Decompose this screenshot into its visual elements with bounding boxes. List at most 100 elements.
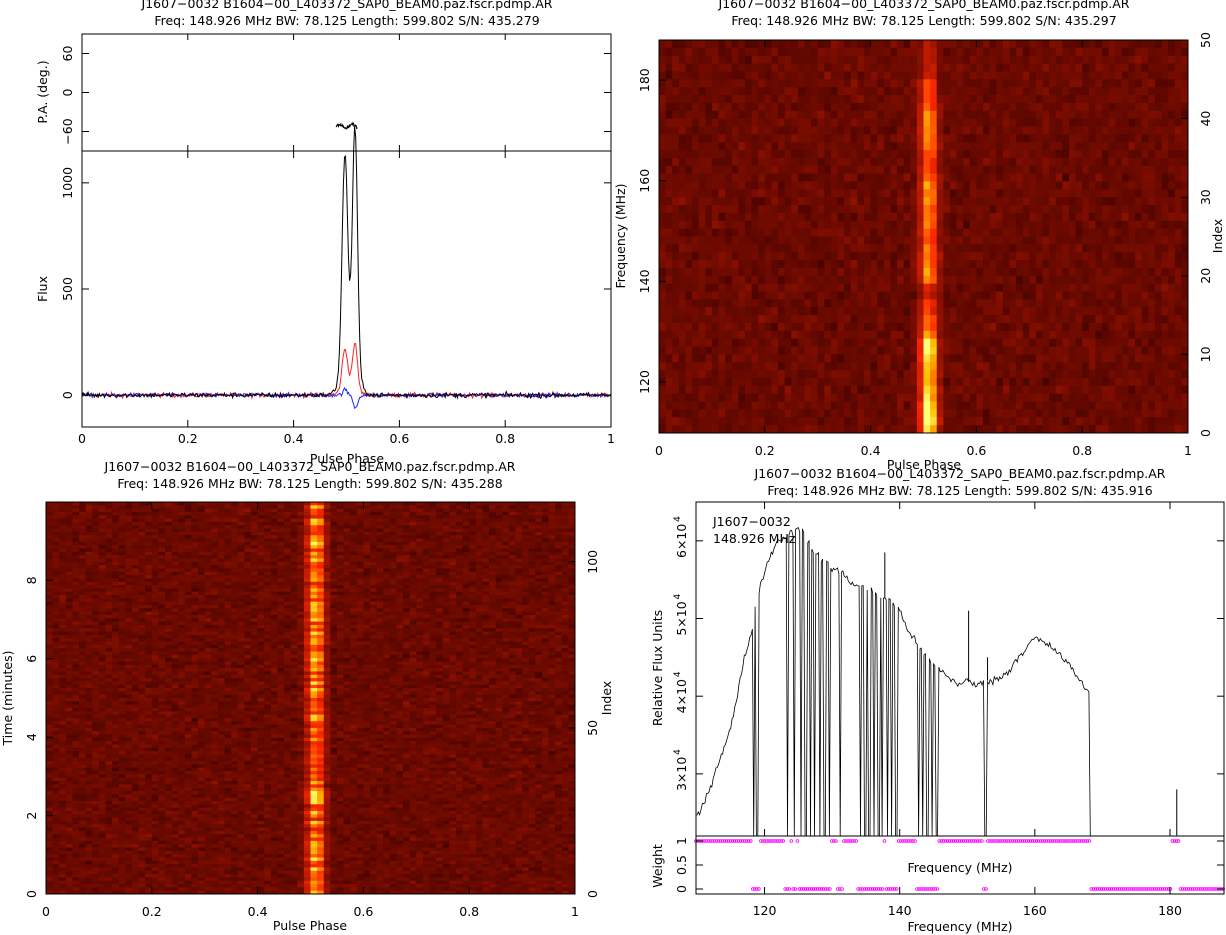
freq-phase-cell [1036, 134, 1043, 142]
freq-phase-cell [824, 299, 831, 307]
freq-phase-cell [1181, 103, 1188, 111]
freq-phase-cell [910, 40, 917, 48]
freq-phase-cell [877, 354, 884, 362]
freq-phase-cell [924, 197, 931, 205]
freq-phase-cell [818, 158, 825, 166]
time-phase-cell [390, 512, 397, 516]
freq-phase-cell [884, 315, 891, 323]
freq-phase-cell [791, 354, 798, 362]
freq-phase-cell [1009, 260, 1016, 268]
freq-phase-cell [983, 378, 990, 386]
freq-phase-cell [838, 260, 845, 268]
time-phase-cell [542, 509, 549, 513]
freq-phase-cell [1095, 331, 1102, 339]
freq-phase-cell [1102, 260, 1109, 268]
time-phase-cell [59, 509, 66, 513]
freq-phase-cell [758, 119, 765, 127]
freq-phase-cell [798, 276, 805, 284]
freq-phase-cell [838, 197, 845, 205]
freq-phase-cell [864, 40, 871, 48]
freq-phase-cell [963, 347, 970, 355]
freq-phase-cell [659, 119, 666, 127]
time-phase-cell [238, 505, 245, 509]
freq-phase-cell [679, 244, 686, 252]
freq-phase-cell [884, 252, 891, 260]
freq-phase-cell [890, 150, 897, 158]
freq-phase-cell [884, 189, 891, 197]
freq-phase-cell [976, 87, 983, 95]
freq-phase-cell [1102, 299, 1109, 307]
freq-phase-cell [1023, 64, 1030, 72]
freq-phase-cell [672, 197, 679, 205]
freq-phase-cell [1043, 64, 1050, 72]
freq-phase-cell [758, 197, 765, 205]
freq-phase-cell [1095, 181, 1102, 189]
freq-phase-cell [1109, 166, 1116, 174]
freq-phase-cell [857, 402, 864, 410]
freq-phase-cell [824, 276, 831, 284]
freq-phase-cell [1003, 307, 1010, 315]
freq-phase-cell [699, 402, 706, 410]
freq-phase-cell [1122, 103, 1129, 111]
freq-phase-cell [910, 315, 917, 323]
freq-phase-cell [930, 64, 937, 72]
time-phase-cell [66, 512, 73, 516]
time-phase-cell [555, 535, 562, 539]
freq-phase-cell [719, 292, 726, 300]
freq-phase-cell [719, 339, 726, 347]
time-phase-cell [205, 505, 212, 509]
time-phase-cell [297, 512, 304, 516]
freq-phase-cell [778, 347, 785, 355]
freq-phase-cell [1122, 205, 1129, 213]
freq-phase-cell [1155, 134, 1162, 142]
time-phase-cell [178, 532, 185, 536]
freq-phase-cell [725, 71, 732, 79]
freq-phase-cell [1181, 48, 1188, 56]
freq-phase-cell [1142, 213, 1149, 221]
freq-phase-cell [725, 323, 732, 331]
freq-phase-cell [930, 347, 937, 355]
freq-phase-cell [1076, 134, 1083, 142]
freq-phase-cell [1023, 48, 1030, 56]
freq-phase-cell [983, 370, 990, 378]
time-phase-cell [396, 512, 403, 516]
time-phase-cell [515, 502, 522, 506]
time-phase-cell [383, 532, 390, 536]
freq-phase-cell [798, 221, 805, 229]
freq-phase-cell [732, 370, 739, 378]
freq-phase-cell [983, 347, 990, 355]
freq-phase-cell [804, 260, 811, 268]
time-phase-cell [218, 515, 225, 519]
freq-phase-cell [811, 386, 818, 394]
freq-phase-cell [1168, 284, 1175, 292]
freq-phase-cell [685, 354, 692, 362]
freq-phase-cell [990, 103, 997, 111]
freq-phase-cell [957, 48, 964, 56]
freq-phase-cell [1155, 299, 1162, 307]
freq-phase-cell [732, 362, 739, 370]
time-phase-cell [46, 515, 53, 519]
freq-phase-cell [1181, 315, 1188, 323]
freq-phase-cell [666, 347, 673, 355]
time-phase-cell [522, 505, 529, 509]
freq-phase-cell [983, 244, 990, 252]
time-phase-cell [211, 522, 218, 526]
freq-phase-cell [1162, 111, 1169, 119]
time-phase-cell [555, 505, 562, 509]
freq-phase-cell [824, 425, 831, 433]
freq-phase-cell [1122, 48, 1129, 56]
freq-phase-cell [712, 158, 719, 166]
freq-phase-cell [1142, 409, 1149, 417]
freq-phase-cell [738, 276, 745, 284]
freq-phase-cell [785, 237, 792, 245]
freq-phase-cell [1082, 221, 1089, 229]
freq-phase-cell [857, 64, 864, 72]
freq-phase-cell [745, 299, 752, 307]
freq-phase-cell [692, 134, 699, 142]
time-phase-cell [277, 505, 284, 509]
time-phase-cell [244, 502, 251, 506]
freq-phase-cell [990, 71, 997, 79]
freq-phase-cell [765, 189, 772, 197]
freq-phase-cell [1155, 409, 1162, 417]
freq-phase-cell [804, 111, 811, 119]
